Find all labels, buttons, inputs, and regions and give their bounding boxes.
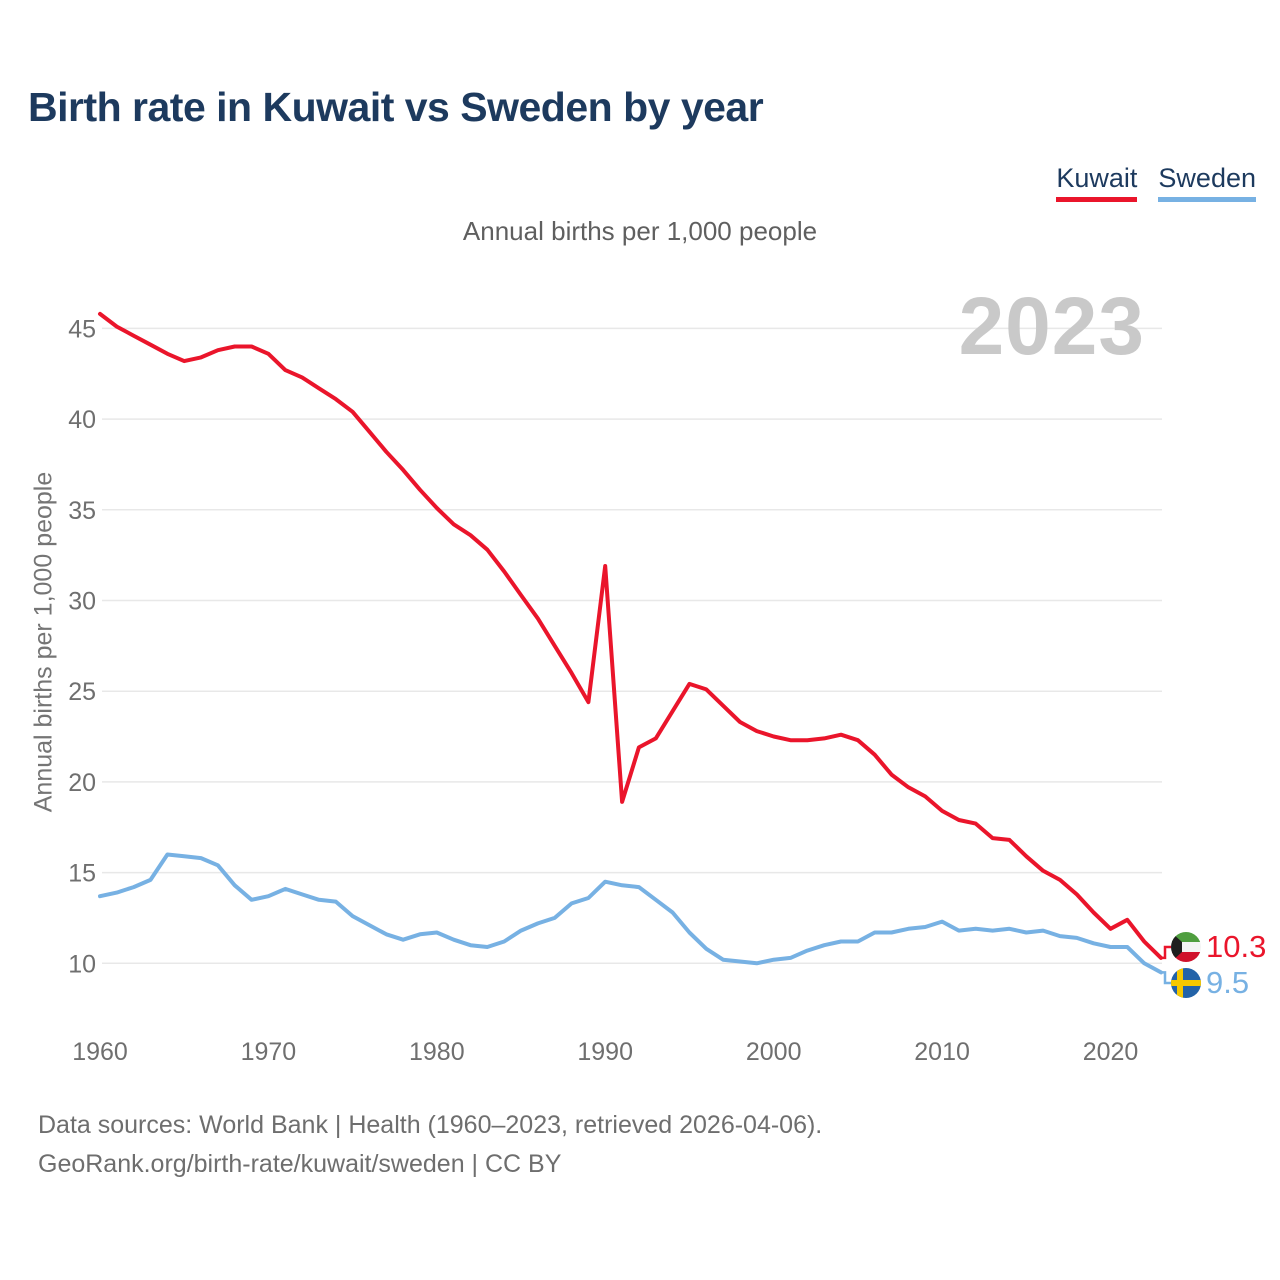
legend-item-kuwait[interactable]: Kuwait <box>1056 163 1138 202</box>
y-tick-label: 30 <box>68 588 96 616</box>
x-tick-label: 2010 <box>914 1038 970 1066</box>
x-tick-label: 2020 <box>1083 1038 1139 1066</box>
sweden-flag-icon <box>1171 968 1201 998</box>
x-tick-label: 2000 <box>746 1038 802 1066</box>
x-tick-label: 1970 <box>241 1038 297 1066</box>
kuwait-end-value: 10.3 <box>1206 929 1266 964</box>
y-tick-label: 40 <box>68 406 96 434</box>
sweden-connector <box>1161 971 1172 985</box>
kuwait-flag-icon <box>1171 932 1201 962</box>
sweden-end-value: 9.5 <box>1206 965 1249 1000</box>
y-tick-label: 25 <box>68 678 96 706</box>
legend: Kuwait Sweden <box>1056 163 1256 202</box>
y-tick-label: 35 <box>68 497 96 525</box>
legend-item-sweden[interactable]: Sweden <box>1158 163 1256 202</box>
page-title: Birth rate in Kuwait vs Sweden by year <box>28 84 764 130</box>
y-tick-label: 45 <box>68 315 96 343</box>
x-tick-label: 1960 <box>72 1038 128 1066</box>
y-tick-label: 10 <box>68 950 96 978</box>
footer-link: GeoRank.org/birth-rate/kuwait/sweden | C… <box>38 1150 562 1178</box>
chart-subtitle: Annual births per 1,000 people <box>462 216 818 246</box>
y-tick-label: 15 <box>68 860 96 888</box>
y-tick-label: 20 <box>68 769 96 797</box>
x-tick-label: 1980 <box>409 1038 465 1066</box>
x-tick-label: 1990 <box>577 1038 633 1066</box>
footer: Data sources: World Bank | Health (1960–… <box>38 1106 822 1184</box>
sweden-line <box>98 852 1163 975</box>
watermark-year: 2023 <box>958 281 1145 372</box>
kuwait-connector <box>1161 945 1172 960</box>
kuwait-line <box>98 311 1163 960</box>
footer-sources: Data sources: World Bank | Health (1960–… <box>38 1111 823 1139</box>
